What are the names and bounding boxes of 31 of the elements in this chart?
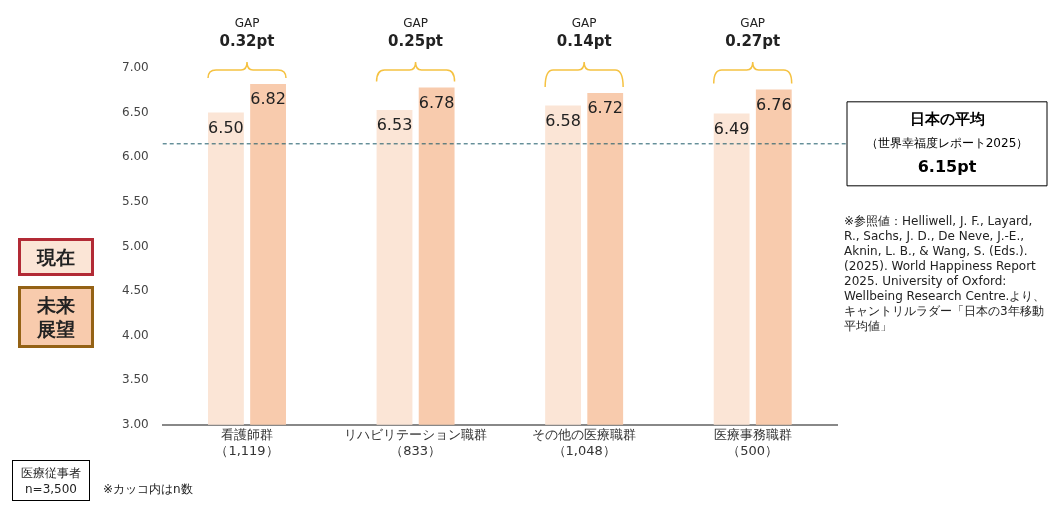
text: ※カッコ内はn数	[103, 481, 193, 498]
y-tick-label: 6.00	[122, 149, 149, 164]
x-tick-label: リハビリテーション職群（833）	[344, 426, 488, 458]
x-tick-label: 看護師群（1,119）	[215, 426, 279, 458]
y-tick-label: 3.50	[122, 372, 149, 387]
data-label: 6.50	[208, 117, 244, 137]
y-tick-label: 5.50	[122, 193, 149, 208]
data-label: 6.82	[250, 89, 286, 109]
y-tick-label: 4.50	[122, 283, 149, 298]
x-tick-label: その他の医療職群（1,048）	[532, 426, 637, 458]
annotation: GAP 0.14pt	[556, 16, 612, 50]
y-tick-label: 6.50	[122, 104, 149, 119]
annotation: GAP 0.25pt	[388, 16, 444, 50]
data-label: 6.78	[418, 92, 455, 112]
y-tick-label: 7.00	[122, 60, 149, 75]
text: 現在	[35, 245, 76, 269]
annotation: GAP 0.27pt	[725, 16, 781, 50]
data-label: 6.58	[545, 110, 581, 130]
annotation: GAP 0.32pt	[219, 16, 275, 50]
y-tick-label: 4.00	[122, 327, 149, 342]
data-label: 6.76	[755, 94, 792, 114]
data-label: 6.53	[376, 115, 413, 135]
x-tick-label: 医療事務職群（500）	[713, 426, 792, 458]
text: 医療従事者 n=3,500	[12, 460, 90, 501]
text: 未来展望	[36, 293, 76, 341]
y-tick-label: 5.00	[122, 238, 149, 253]
ref-line-label: 日本の平均（世界幸福度レポート2025）6.15pt	[865, 109, 1029, 176]
annotation: ※参照値：Helliwell, J. F., Layard, R., Sachs, J. D., De Neve, J.-E., Aknin, L. B., & Wang, S. (Eds.). (2025). World Happiness Report 2025. University of Oxford: Wellbeing Research Centre.より、キャントリルラダー「日本の3年移動平均値」	[844, 214, 1047, 334]
data-label: 6.72	[587, 98, 624, 118]
data-label: 6.49	[713, 118, 750, 138]
y-tick-label: 3.00	[122, 416, 149, 431]
